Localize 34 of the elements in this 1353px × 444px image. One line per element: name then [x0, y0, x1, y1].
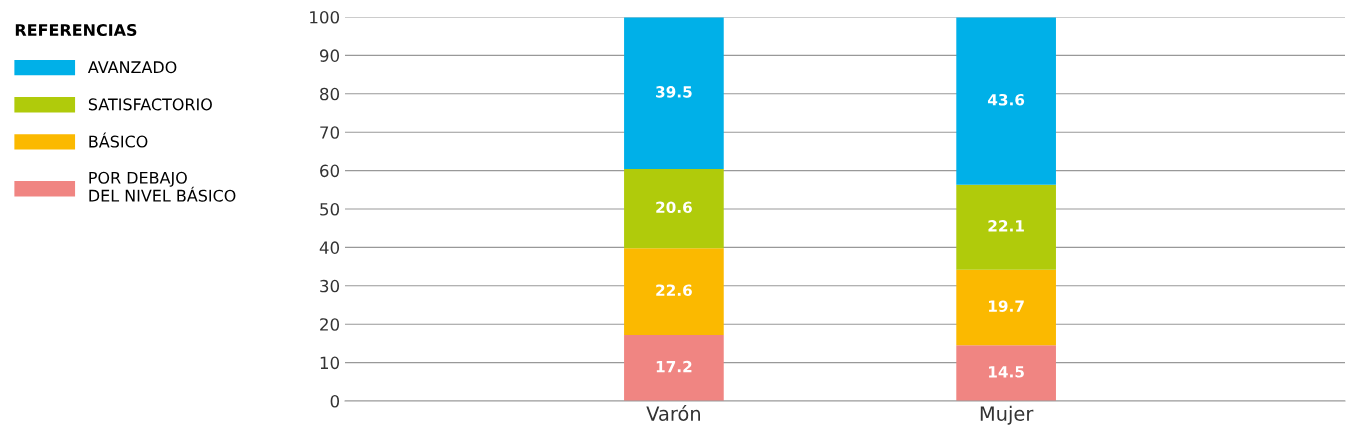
bar — [956, 345, 1056, 401]
legend-label: AVANZADO — [87, 61, 177, 74]
bar — [624, 334, 724, 401]
bar — [624, 169, 724, 249]
bar — [956, 184, 1056, 270]
y-tick-label: 80 — [320, 87, 340, 101]
y-tick-label: 70 — [320, 126, 340, 139]
y-tick-label: 90 — [319, 49, 340, 62]
y-tick-label: 60 — [320, 164, 340, 178]
bar — [624, 248, 724, 335]
data-label: 22.6 — [656, 284, 692, 296]
legend-title: REFERENCIAS — [15, 23, 137, 37]
data-label: 22.1 — [988, 220, 1024, 232]
data-label: 14.5 — [989, 366, 1024, 378]
legend-label: BÁSICO — [89, 132, 148, 148]
y-tick-label: 10 — [320, 356, 340, 370]
data-label: 19.7 — [989, 300, 1024, 312]
data-label: 39.5 — [656, 86, 692, 98]
x-tick-label: Varón — [646, 405, 700, 421]
y-tick-label: 100 — [310, 10, 340, 24]
data-label: 43.6 — [987, 93, 1025, 106]
bar — [956, 269, 1056, 346]
bar — [624, 17, 724, 170]
legend-label: SATISFACTORIO — [88, 98, 212, 111]
legend-label: POR DEBAJO DEL NIVEL BÁSICO — [89, 171, 236, 202]
data-label: 17.2 — [656, 360, 692, 373]
data-label: 20.6 — [656, 201, 692, 214]
y-tick-label: 40 — [319, 241, 340, 254]
y-tick-label: 30 — [320, 279, 340, 293]
y-tick-label: 20 — [320, 318, 340, 331]
y-tick-label: 50 — [320, 202, 340, 216]
bar — [956, 17, 1056, 185]
y-tick-label: 0 — [330, 394, 340, 408]
x-tick-label: Mujer — [980, 405, 1034, 425]
